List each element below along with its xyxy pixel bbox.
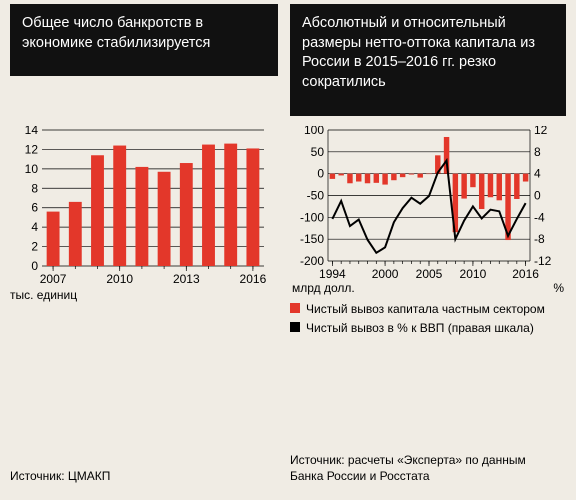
svg-text:-50: -50 (307, 189, 325, 203)
svg-text:-8: -8 (534, 232, 545, 246)
left-title: Общее число банкротств в экономике стаби… (10, 4, 278, 76)
svg-text:1994: 1994 (319, 267, 346, 281)
right-unit-left: млрд долл. (292, 281, 355, 295)
legend-bar-swatch (290, 303, 300, 313)
svg-text:-150: -150 (300, 232, 324, 246)
svg-text:12: 12 (534, 126, 548, 137)
svg-text:0: 0 (317, 167, 324, 181)
left-panel: Общее число банкротств в экономике стаби… (0, 0, 284, 500)
svg-text:14: 14 (25, 126, 39, 137)
legend-bar-row: Чистый вывоз капитала частным сектором (290, 301, 566, 318)
svg-text:6: 6 (31, 201, 38, 215)
svg-text:2010: 2010 (460, 267, 487, 281)
svg-text:2: 2 (31, 240, 38, 254)
svg-text:8: 8 (31, 181, 38, 195)
svg-text:2016: 2016 (512, 267, 539, 281)
page-root: Общее число банкротств в экономике стаби… (0, 0, 576, 500)
left-chart-area: 0 2 4 6 8 10 12 14 2007 2010 2013 2016 тыс. единиц (10, 126, 278, 302)
svg-text:-12: -12 (534, 254, 552, 268)
svg-text:2000: 2000 (372, 267, 399, 281)
svg-text:8: 8 (534, 145, 541, 159)
svg-text:50: 50 (311, 145, 325, 159)
svg-text:0: 0 (534, 189, 541, 203)
svg-text:12: 12 (25, 142, 39, 156)
svg-text:2005: 2005 (416, 267, 443, 281)
svg-text:4: 4 (31, 220, 38, 234)
svg-text:2010: 2010 (106, 272, 133, 286)
right-unit-right: % (553, 281, 564, 295)
right-legend: Чистый вывоз капитала частным сектором Ч… (290, 301, 566, 337)
right-chart-area: -200 -150 -100 -50 0 50 100 -12 -8 -4 0 4 8 12 1994 200… (290, 126, 566, 337)
svg-text:2007: 2007 (40, 272, 67, 286)
svg-text:2013: 2013 (173, 272, 200, 286)
svg-text:0: 0 (31, 259, 38, 273)
legend-line-swatch (290, 322, 300, 332)
right-panel: Абсолютный и относительный размеры нетто… (284, 0, 576, 500)
legend-line-row: Чистый вывоз в % к ВВП (правая шкала) (290, 320, 566, 337)
svg-text:100: 100 (304, 126, 324, 137)
left-chart: 0 2 4 6 8 10 12 14 2007 2010 2013 2016 (10, 126, 270, 286)
legend-bar-label: Чистый вывоз капитала частным сектором (306, 301, 545, 318)
left-source: Источник: ЦМАКП (10, 468, 110, 484)
svg-text:4: 4 (534, 167, 541, 181)
svg-text:-4: -4 (534, 210, 545, 224)
svg-text:10: 10 (25, 162, 39, 176)
svg-text:-100: -100 (300, 210, 324, 224)
svg-text:-200: -200 (300, 254, 324, 268)
right-title: Абсолютный и относительный размеры нетто… (290, 4, 566, 116)
right-source: Источник: расчеты «Эксперта» по данным Б… (290, 452, 560, 484)
legend-line-label: Чистый вывоз в % к ВВП (правая шкала) (306, 320, 534, 337)
svg-text:2016: 2016 (240, 272, 267, 286)
right-chart: -200 -150 -100 -50 0 50 100 -12 -8 -4 0 4 8 12 1994 200… (290, 126, 560, 281)
left-unit-label: тыс. единиц (10, 288, 278, 302)
